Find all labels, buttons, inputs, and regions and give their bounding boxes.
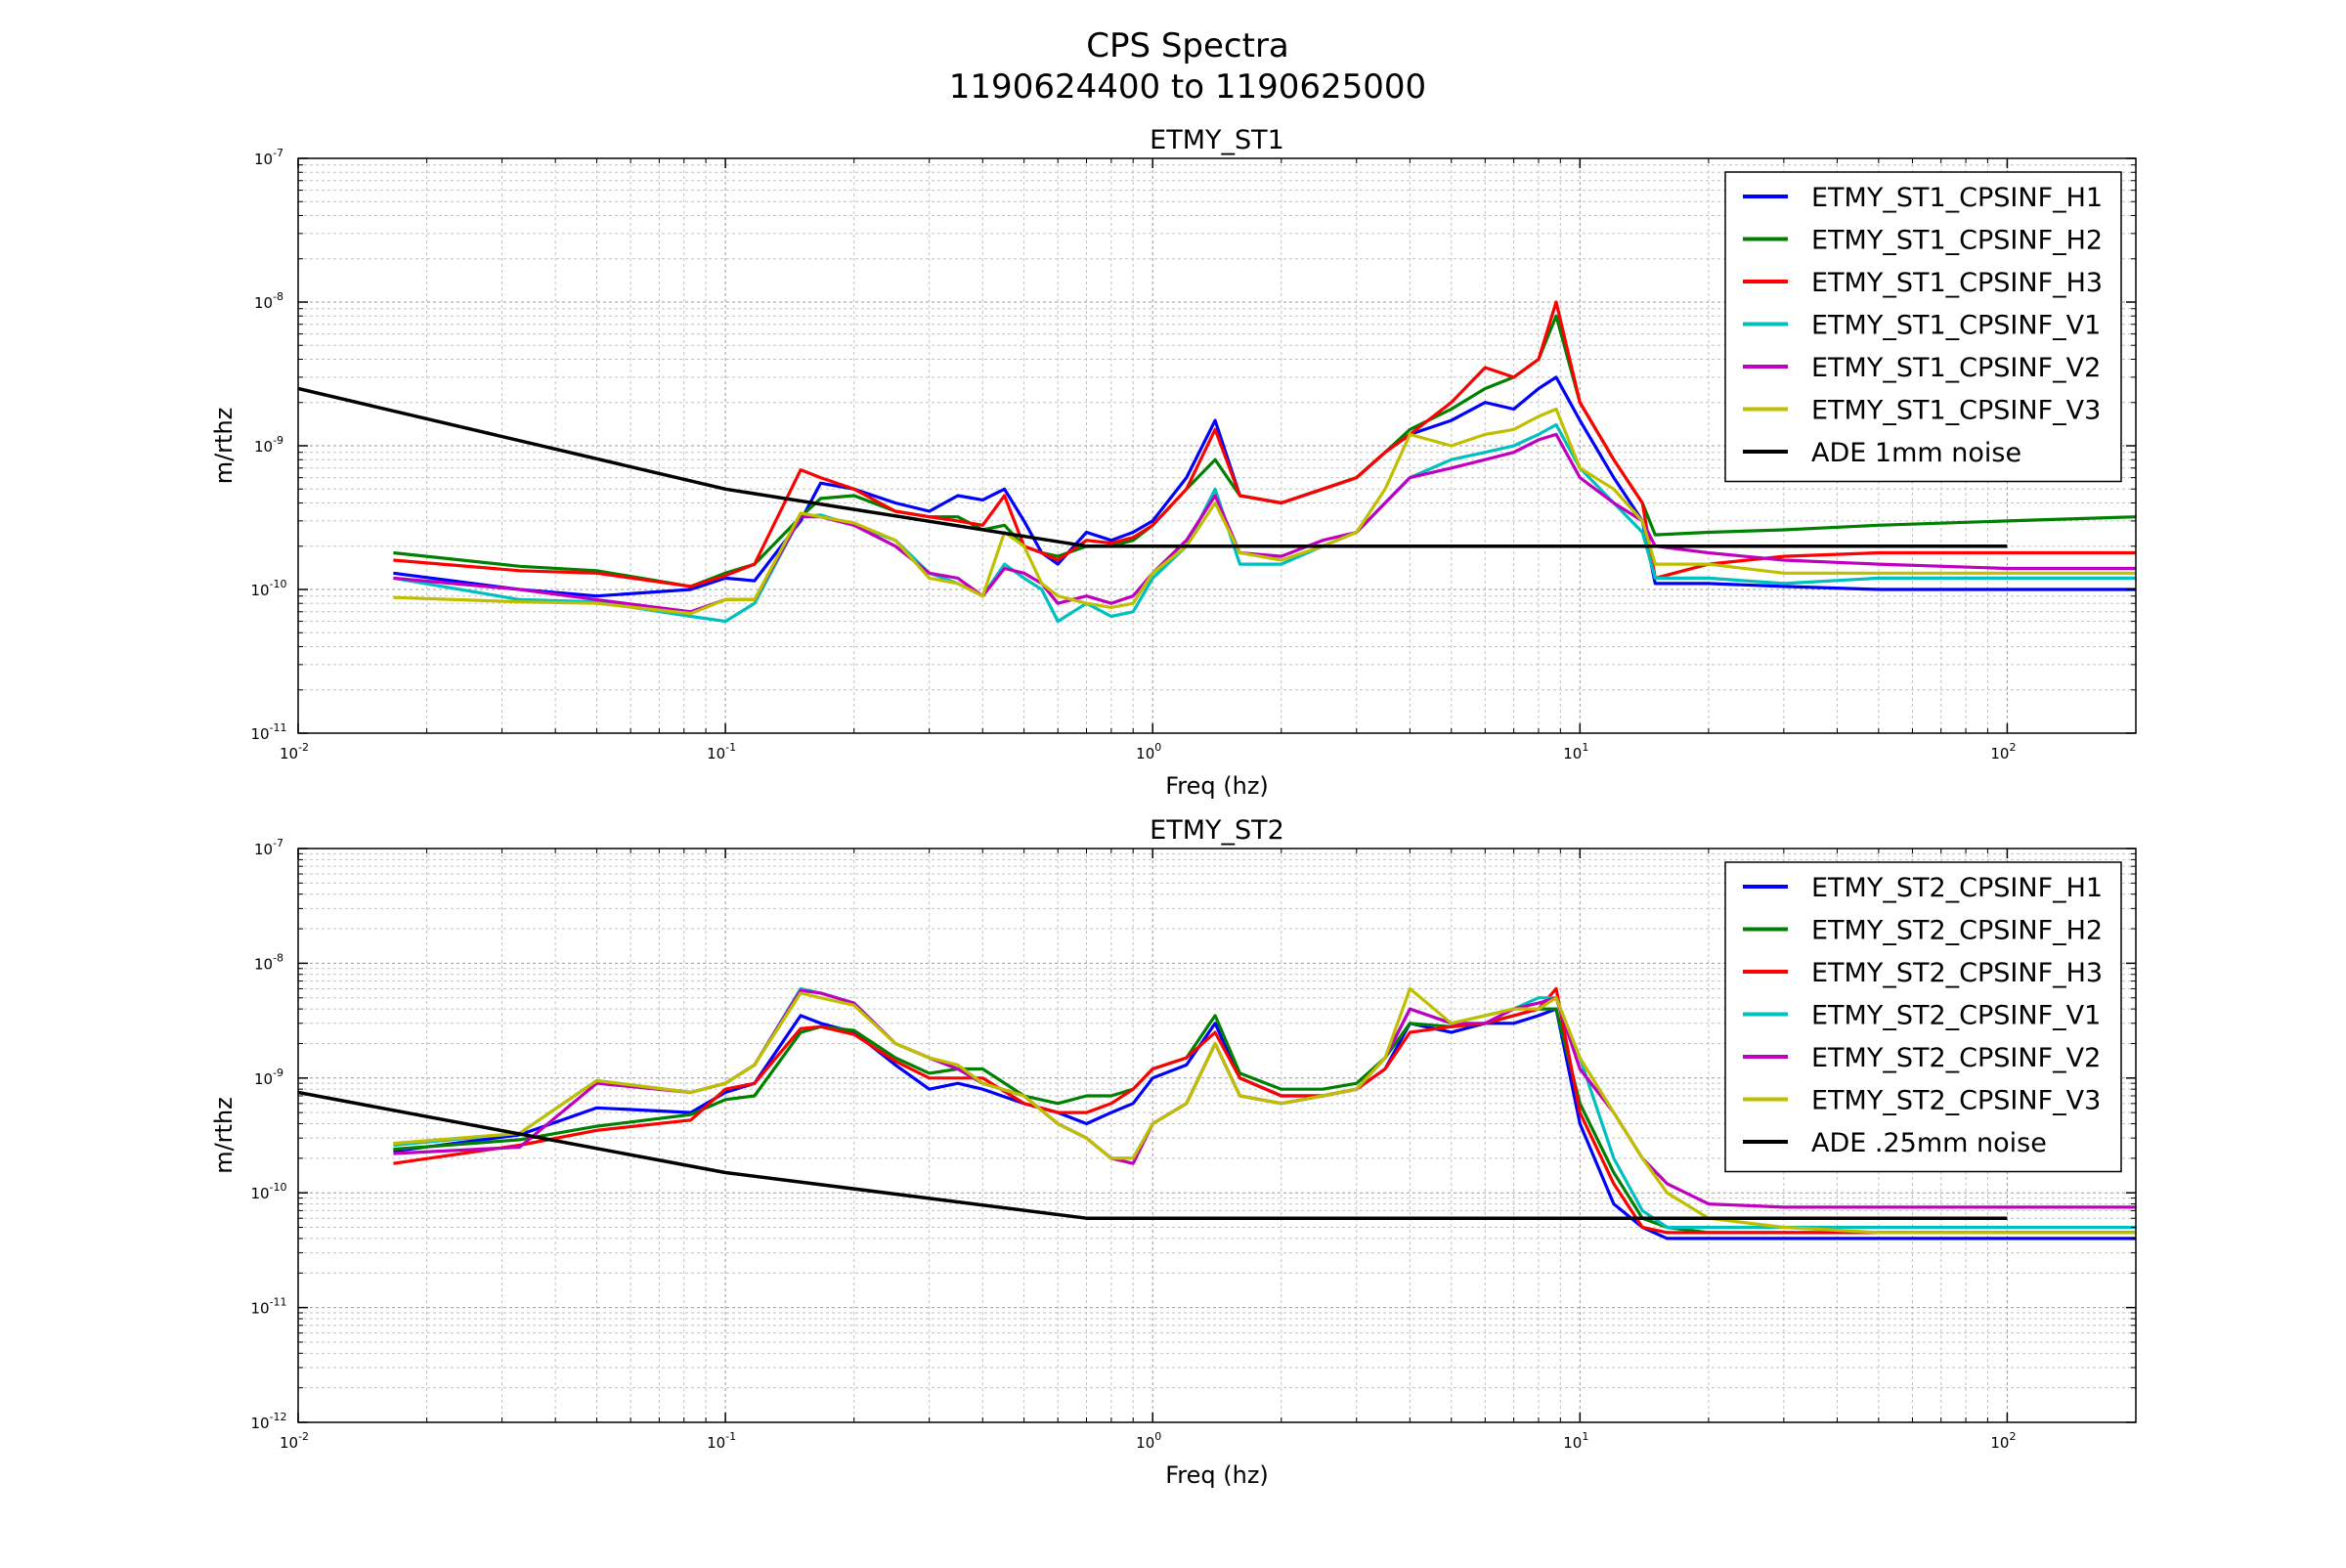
series-group xyxy=(298,986,2136,1241)
y-tick-label: 10-10 xyxy=(250,578,286,599)
series-etmy-st1-cpsinf-h1 xyxy=(393,375,2136,598)
x-tick-label-exp: -1 xyxy=(725,741,736,754)
x-tick-label-exp: 2 xyxy=(2009,741,2016,754)
legend-label-etmy-st1-cpsinf-v2: ETMY_ST1_CPSINF_V2 xyxy=(1811,353,2101,383)
y-tick-label: 10-7 xyxy=(254,837,283,858)
legend-box xyxy=(1724,171,2122,483)
series-etmy-st2-cpsinf-h3 xyxy=(393,986,2136,1235)
legend-label-etmy-st1-cpsinf-v1: ETMY_ST1_CPSINF_V1 xyxy=(1811,311,2101,341)
legend-label-etmy-st1-cpsinf-h2: ETMY_ST1_CPSINF_H2 xyxy=(1811,226,2103,256)
y-tick-label: 10-8 xyxy=(254,290,283,312)
x-tick-label: 102 xyxy=(1990,741,2016,762)
legend-label-ade-25mm-noise: ADE .25mm noise xyxy=(1811,1128,2047,1158)
y-tick-label-exp: -11 xyxy=(270,1296,287,1309)
x-axis-label: Freq (hz) xyxy=(1165,1461,1269,1489)
y-tick-label-exp: -10 xyxy=(270,578,287,590)
x-tick-label: 101 xyxy=(1563,1430,1588,1452)
x-tick-label: 102 xyxy=(1990,1430,2016,1452)
x-tick-label: 100 xyxy=(1136,741,1161,762)
x-tick-label: 10-2 xyxy=(280,741,309,762)
x-tick-label-exp: 1 xyxy=(1582,1430,1588,1443)
y-tick-label: 10-9 xyxy=(254,434,283,456)
x-tick-label-exp: -1 xyxy=(725,1430,736,1443)
x-tick-label-exp: -2 xyxy=(298,1430,309,1443)
y-tick-label-exp: -8 xyxy=(273,951,283,964)
y-tick-label-exp: -10 xyxy=(270,1181,287,1194)
legend-label-ade-1mm-noise: ADE 1mm noise xyxy=(1811,438,2021,468)
y-tick-label-exp: -11 xyxy=(270,721,287,734)
y-tick-label-exp: -9 xyxy=(273,1067,283,1079)
panel-etmy-st2: 10-2 10-1 100 101 10210-1210-1110-1010-910-8… xyxy=(210,815,2137,1489)
y-tick-label: 10-11 xyxy=(250,1296,286,1318)
x-tick-label-exp: -2 xyxy=(298,741,309,754)
y-axis-label: m/rthz xyxy=(210,1097,238,1174)
legend-label-etmy-st2-cpsinf-h3: ETMY_ST2_CPSINF_H3 xyxy=(1811,958,2103,988)
y-axis-label: m/rthz xyxy=(210,408,238,485)
x-tick-label: 10-1 xyxy=(707,741,736,762)
y-tick-label-exp: -9 xyxy=(273,434,283,447)
legend-label-etmy-st1-cpsinf-v3: ETMY_ST1_CPSINF_V3 xyxy=(1811,396,2101,426)
legend-label-etmy-st2-cpsinf-v2: ETMY_ST2_CPSINF_V2 xyxy=(1811,1043,2101,1073)
x-tick-label-exp: 0 xyxy=(1154,741,1161,754)
x-tick-label-exp: 1 xyxy=(1582,741,1588,754)
legend-box xyxy=(1724,861,2122,1173)
suptitle-line-1: CPS Spectra xyxy=(1086,26,1289,65)
axes-frame xyxy=(297,848,2137,1423)
legend-label-etmy-st1-cpsinf-h3: ETMY_ST1_CPSINF_H3 xyxy=(1811,268,2103,298)
x-tick-label: 10-2 xyxy=(280,1430,309,1452)
y-tick-label: 10-9 xyxy=(254,1067,283,1088)
legend-label-etmy-st2-cpsinf-v1: ETMY_ST2_CPSINF_V1 xyxy=(1811,1001,2101,1031)
series-group xyxy=(298,300,2136,624)
x-tick-label: 100 xyxy=(1136,1430,1161,1452)
y-tick-label: 10-12 xyxy=(250,1411,286,1432)
legend-label-etmy-st2-cpsinf-h1: ETMY_ST2_CPSINF_H1 xyxy=(1811,873,2103,903)
y-tick-label: 10-7 xyxy=(254,147,283,168)
x-tick-label: 101 xyxy=(1563,741,1588,762)
legend: ETMY_ST1_CPSINF_H1 ETMY_ST1_CPSINF_H2 ETMY… xyxy=(1724,171,2122,483)
series-etmy-st1-cpsinf-h3 xyxy=(393,300,2136,588)
legend-label-etmy-st2-cpsinf-v3: ETMY_ST2_CPSINF_V3 xyxy=(1811,1086,2101,1116)
y-tick-label: 10-10 xyxy=(250,1181,286,1202)
axes-title: ETMY_ST2 xyxy=(1150,815,1284,846)
legend-label-etmy-st1-cpsinf-h1: ETMY_ST1_CPSINF_H1 xyxy=(1811,183,2103,213)
y-ticks: 10-11 10-10 10-9 10-8 10-7 xyxy=(250,147,2136,743)
y-tick-label-exp: -7 xyxy=(273,837,283,849)
x-tick-label-exp: 0 xyxy=(1154,1430,1161,1443)
legend: ETMY_ST2_CPSINF_H1 ETMY_ST2_CPSINF_H2 ETMY… xyxy=(1724,861,2122,1173)
series-ade-25mm-noise xyxy=(298,1090,2008,1220)
series-ade-1mm-noise xyxy=(298,386,2008,548)
series-etmy-st2-cpsinf-h1 xyxy=(393,1007,2136,1241)
y-tick-label-exp: -8 xyxy=(273,290,283,303)
y-tick-label: 10-8 xyxy=(254,951,283,973)
x-tick-label: 10-1 xyxy=(707,1430,736,1452)
legend-label-etmy-st2-cpsinf-h2: ETMY_ST2_CPSINF_H2 xyxy=(1811,916,2103,946)
suptitle-line-2: 1190624400 to 1190625000 xyxy=(949,67,1426,107)
series-etmy-st2-cpsinf-v3 xyxy=(393,986,2136,1235)
x-tick-label-exp: 2 xyxy=(2009,1430,2016,1443)
y-tick-label-exp: -7 xyxy=(273,147,283,159)
x-axis-label: Freq (hz) xyxy=(1165,772,1269,800)
y-tick-label: 10-11 xyxy=(250,721,286,743)
y-tick-label-exp: -12 xyxy=(270,1411,287,1423)
axes-title: ETMY_ST1 xyxy=(1150,125,1284,155)
